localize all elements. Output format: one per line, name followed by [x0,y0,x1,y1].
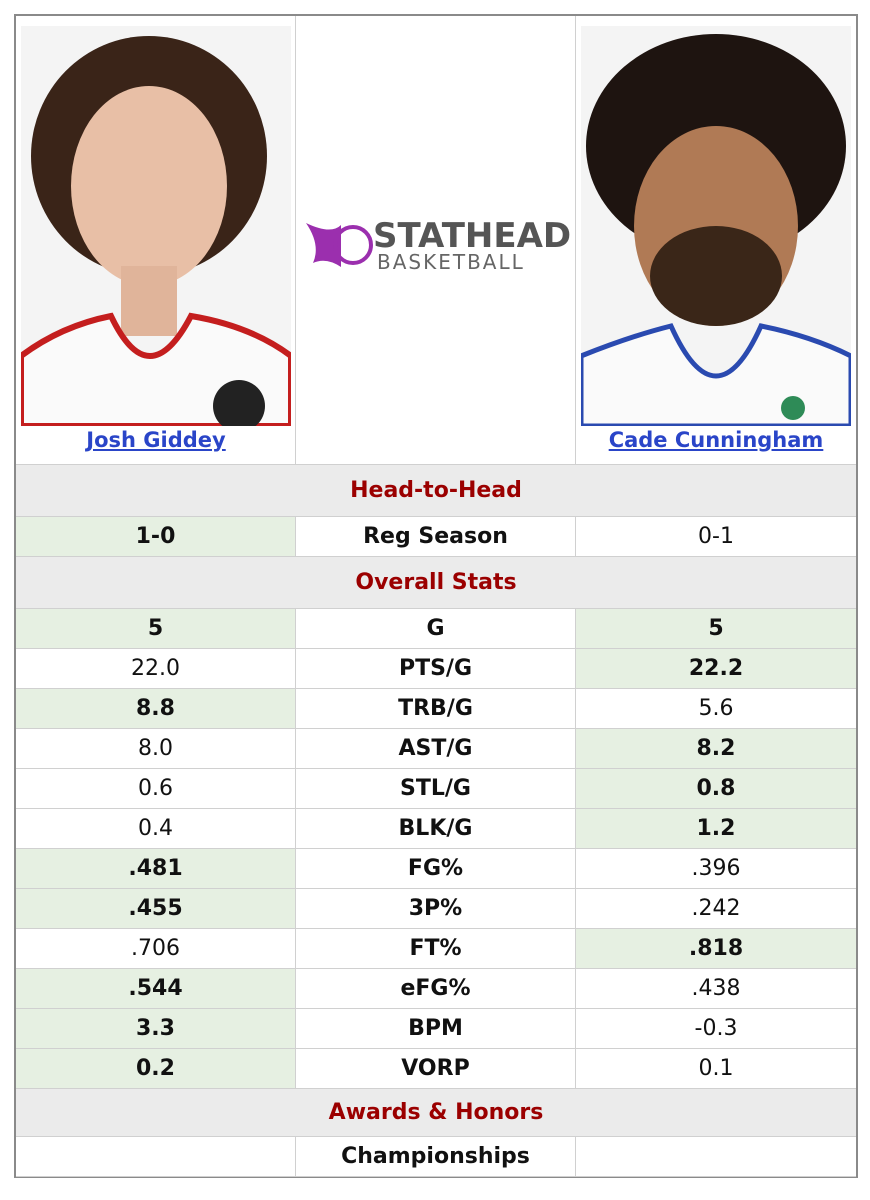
left-value: 8.8 [16,689,296,729]
stat-label: BLK/G [296,809,576,849]
right-value: 0.1 [576,1049,856,1089]
stathead-logo: STATHEAD BASKETBALL [305,216,571,274]
stat-label: PTS/G [296,649,576,689]
right-value: .242 [576,889,856,929]
right-value: -0.3 [576,1009,856,1049]
left-value: 1-0 [16,517,296,557]
player-photo [21,26,291,426]
section-header: Awards & Honors [16,1089,856,1137]
stat-label: FG% [296,849,576,889]
logo-sport: BASKETBALL [377,250,525,274]
stat-label: 3P% [296,889,576,929]
section-header: Head-to-Head [16,465,856,517]
stat-label: VORP [296,1049,576,1089]
stat-label: STL/G [296,769,576,809]
right-value: .818 [576,929,856,969]
stat-label: FT% [296,929,576,969]
right-value [576,1137,856,1177]
stat-label: Reg Season [296,517,576,557]
right-value: .438 [576,969,856,1009]
left-value: 22.0 [16,649,296,689]
stat-label: TRB/G [296,689,576,729]
right-value: 0-1 [576,517,856,557]
right-value: 8.2 [576,729,856,769]
logo-cell: STATHEAD BASKETBALL [296,16,576,465]
left-value: .706 [16,929,296,969]
player-cell: Josh Giddey [16,16,296,465]
stat-label: Championships [296,1137,576,1177]
left-value: .481 [16,849,296,889]
left-value: 0.4 [16,809,296,849]
stat-label: eFG% [296,969,576,1009]
player-photo [581,26,851,426]
right-value: 22.2 [576,649,856,689]
left-value: 3.3 [16,1009,296,1049]
right-value: 1.2 [576,809,856,849]
left-value [16,1137,296,1177]
stat-label: BPM [296,1009,576,1049]
left-value: .455 [16,889,296,929]
right-value: 5.6 [576,689,856,729]
player-link[interactable]: Cade Cunningham [608,428,824,452]
player-link[interactable]: Josh Giddey [86,428,226,452]
stat-label: G [296,609,576,649]
stat-label: AST/G [296,729,576,769]
right-value: 5 [576,609,856,649]
comparison-table: Josh Giddey STATHEAD BASKETBALL Cade Cun… [14,14,858,1178]
section-header: Overall Stats [16,557,856,609]
logo-brand: STATHEAD [373,216,571,256]
left-value: 0.6 [16,769,296,809]
left-value: 5 [16,609,296,649]
left-value: 0.2 [16,1049,296,1089]
left-value: 8.0 [16,729,296,769]
player-cell: Cade Cunningham [576,16,856,465]
left-value: .544 [16,969,296,1009]
right-value: 0.8 [576,769,856,809]
right-value: .396 [576,849,856,889]
